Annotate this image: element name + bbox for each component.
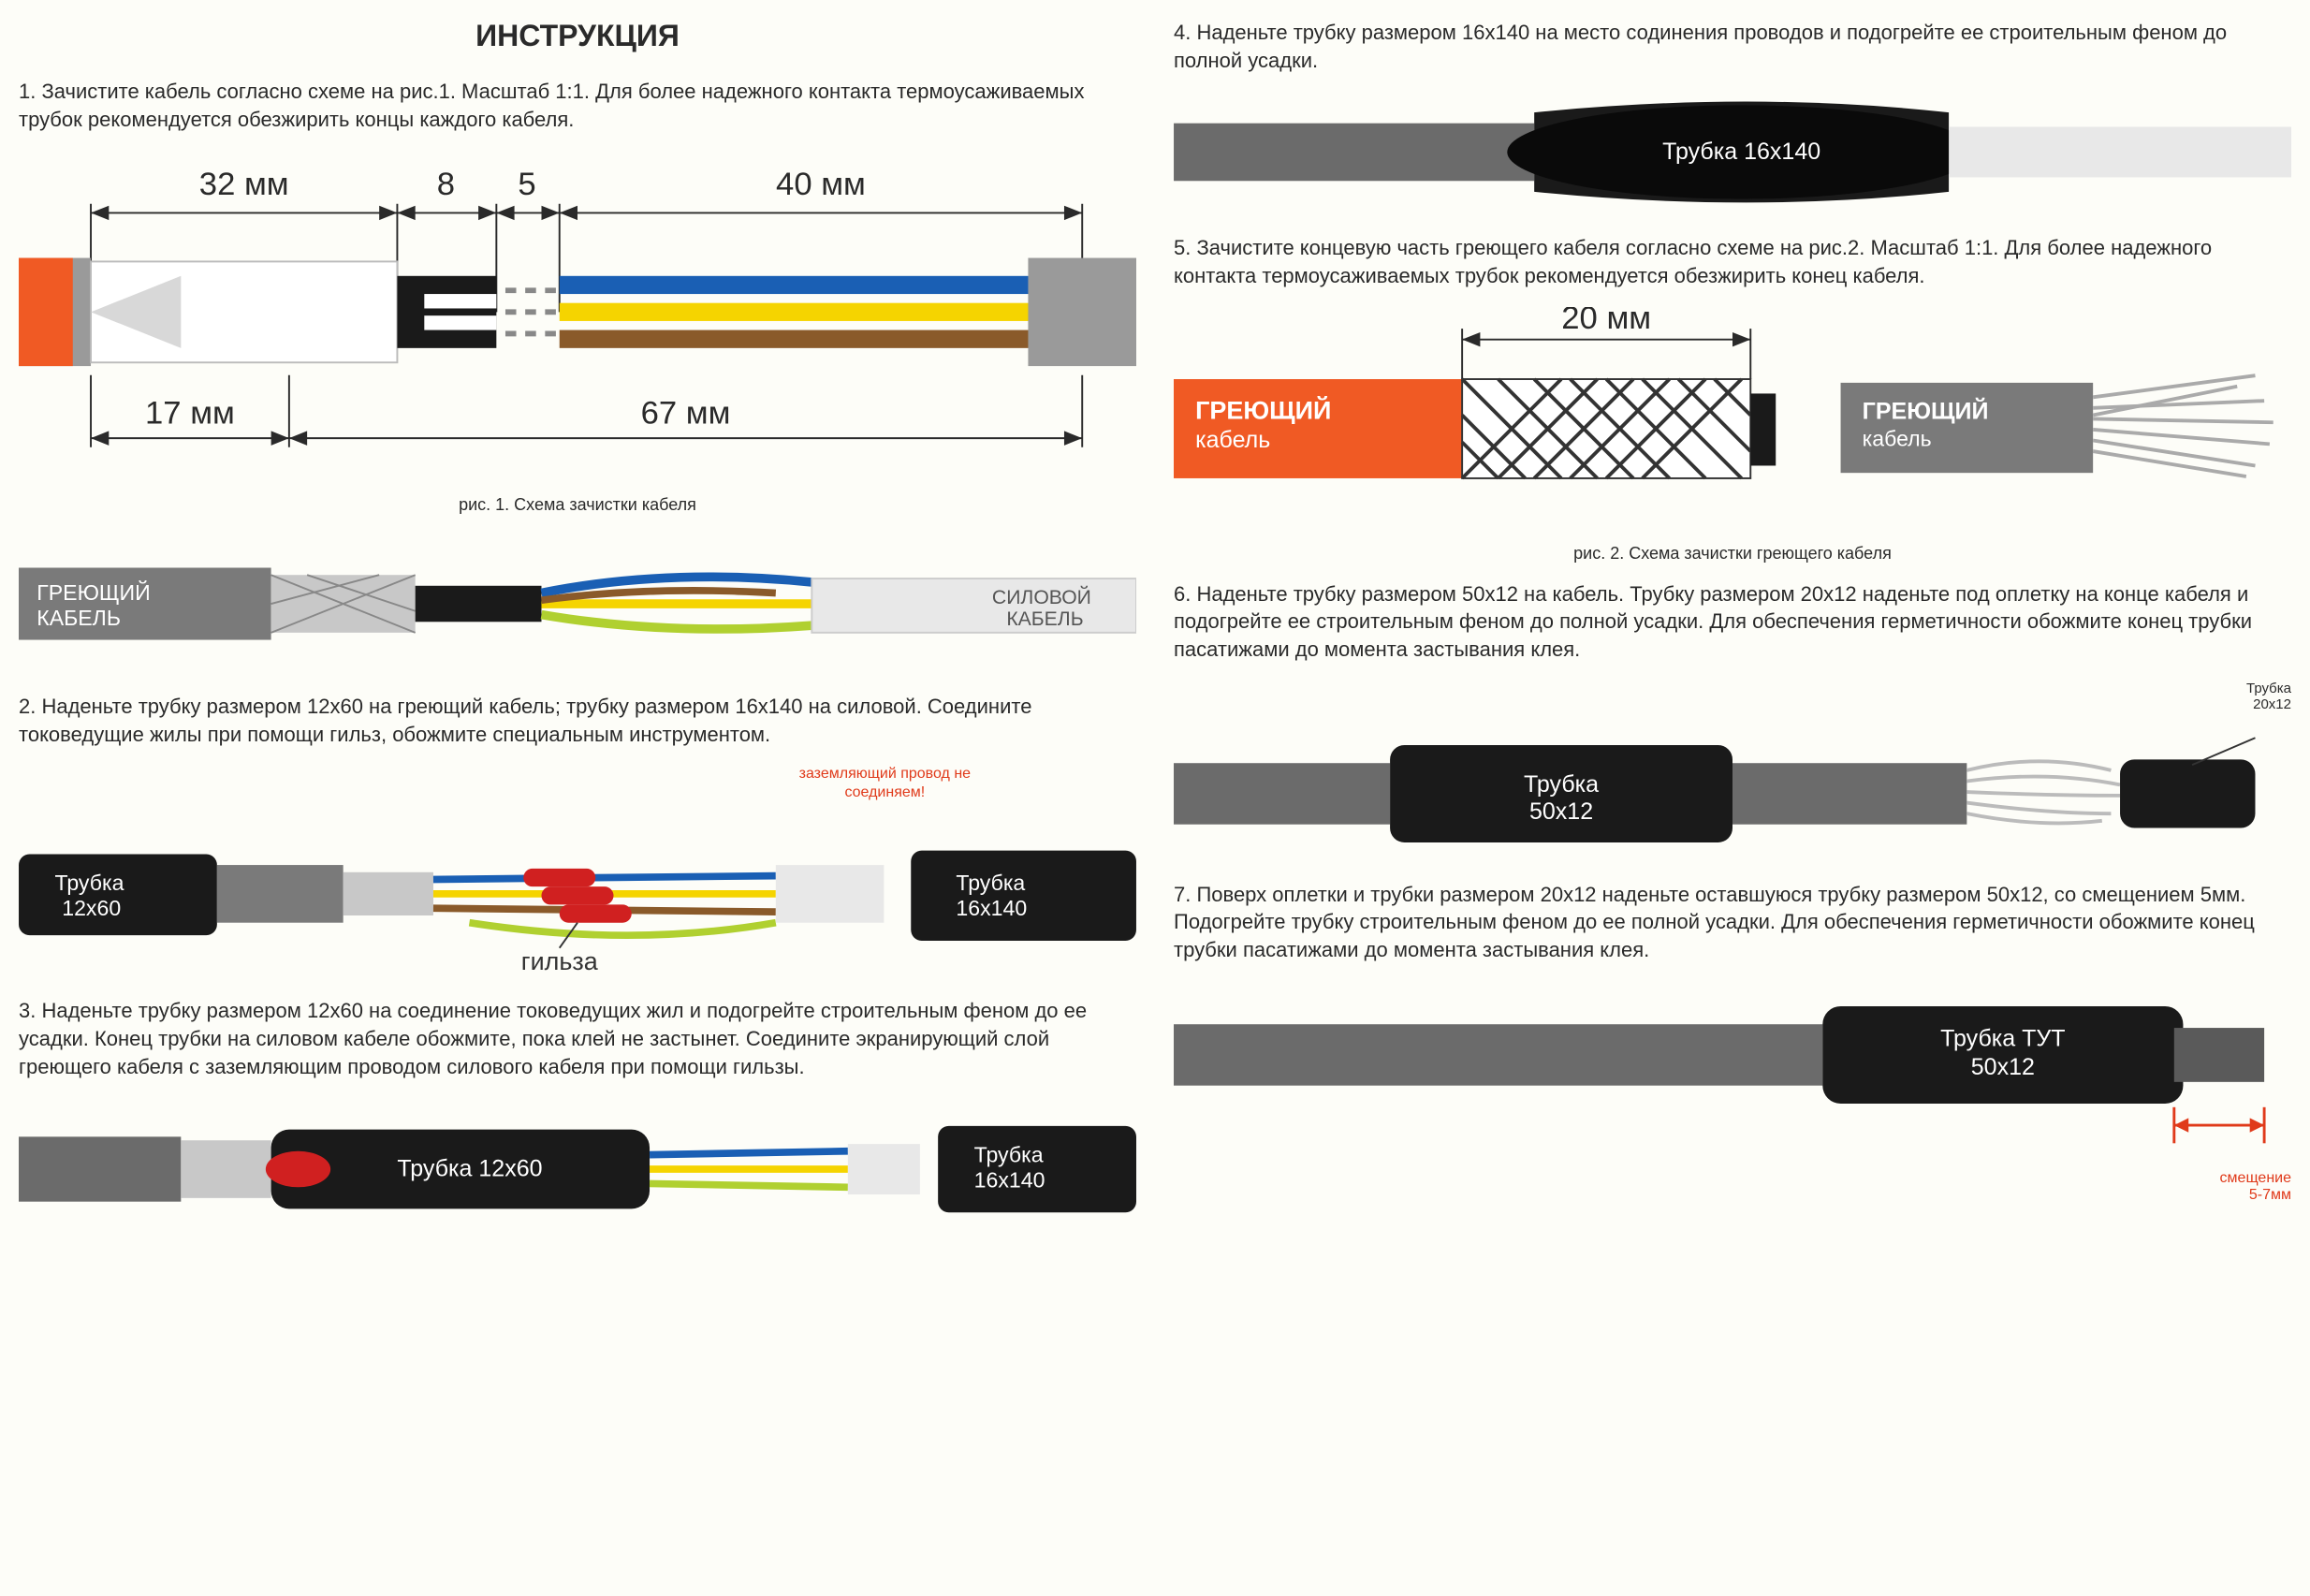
step3-photo: Трубка 12х60 Трубка 16х140: [19, 1097, 1136, 1241]
svg-text:50х12: 50х12: [1529, 798, 1593, 825]
page-title: ИНСТРУКЦИЯ: [19, 19, 1136, 53]
right-column: 4. Наденьте трубку размером 16х140 на ме…: [1174, 19, 2291, 1241]
heating-cable-label-b: ГРЕЮЩИЙ: [1195, 395, 1331, 424]
step2-photo: Трубка 12х60 Трубка 16х140 гильза: [19, 818, 1136, 980]
tube-20x12-label-top: Трубка20х12: [1174, 681, 2291, 712]
power-cable-label: СИЛОВОЙ: [992, 585, 1091, 608]
fig2-diagram: 20 мм ГРЕЮЩИЙ кабель ГРЕЮЩИЙ кабел: [1174, 307, 2291, 523]
tube-50x12-label: Трубка: [1524, 771, 1599, 798]
dim-8: 8: [437, 168, 455, 203]
step-4-text: 4. Наденьте трубку размером 16х140 на ме…: [1174, 19, 2291, 74]
step-3-text: 3. Наденьте трубку размером 12х60 на сое…: [19, 997, 1136, 1080]
ground-warning: заземляющий провод не соединяем!: [634, 765, 1136, 800]
fig2-caption: рис. 2. Схема зачистки греющего кабеля: [1174, 544, 2291, 564]
heating-cable-label: ГРЕЮЩИЙ: [37, 579, 151, 605]
svg-text:16х140: 16х140: [956, 896, 1027, 920]
dim-40: 40 мм: [776, 168, 866, 203]
svg-text:КАБЕЛЬ: КАБЕЛЬ: [37, 606, 121, 630]
svg-text:кабель: кабель: [1195, 427, 1270, 453]
tube-12x60-label: Трубка: [55, 871, 124, 895]
step4-photo: Трубка 16х140: [1174, 91, 2291, 217]
svg-text:ГРЕЮЩИЙ: ГРЕЮЩИЙ: [1863, 396, 1989, 424]
tube-16x140-label-c: Трубка 16х140: [1662, 139, 1820, 166]
tube-tut-label: Трубка ТУТ: [1940, 1025, 2065, 1051]
offset-label: смещение 5-7мм: [1174, 1170, 2291, 1204]
svg-text:50х12: 50х12: [1971, 1054, 2035, 1080]
fig1-caption: рис. 1. Схема зачистки кабеля: [19, 495, 1136, 515]
step-6-text: 6. Наденьте трубку размером 50х12 на каб…: [1174, 580, 2291, 664]
step7-photo: Трубка ТУТ 50х12: [1174, 981, 2291, 1162]
dim-32: 32 мм: [199, 168, 289, 203]
fig1-diagram: 32 мм 8 5 40 мм: [19, 150, 1136, 475]
tube-16x140-label: Трубка: [956, 871, 1025, 895]
dim-67: 67 мм: [641, 396, 731, 432]
dim-5: 5: [518, 168, 535, 203]
page: ИНСТРУКЦИЯ 1. Зачистите кабель согласно …: [19, 19, 2291, 1241]
tube-12x60-label-b: Трубка 12х60: [397, 1156, 542, 1182]
step6-photo: Трубка 50х12: [1174, 720, 2291, 864]
step1-photo: ГРЕЮЩИЙ КАБЕЛЬ СИЛОВОЙ КАБЕЛЬ: [19, 532, 1136, 676]
tube-16x140-label-b: Трубка: [974, 1143, 1044, 1167]
left-column: ИНСТРУКЦИЯ 1. Зачистите кабель согласно …: [19, 19, 1136, 1241]
dim-17: 17 мм: [145, 396, 235, 432]
svg-text:12х60: 12х60: [62, 896, 121, 920]
dim-20: 20 мм: [1561, 307, 1651, 336]
sleeve-label: гильза: [521, 947, 598, 975]
svg-text:кабель: кабель: [1863, 426, 1932, 450]
step-2-text: 2. Наденьте трубку размером 12х60 на гре…: [19, 693, 1136, 748]
step-1-text: 1. Зачистите кабель согласно схеме на ри…: [19, 78, 1136, 133]
svg-text:16х140: 16х140: [974, 1167, 1045, 1192]
svg-text:КАБЕЛЬ: КАБЕЛЬ: [1006, 608, 1083, 630]
step-7-text: 7. Поверх оплетки и трубки размером 20х1…: [1174, 881, 2291, 964]
step-5-text: 5. Зачистите концевую часть греющего каб…: [1174, 234, 2291, 289]
